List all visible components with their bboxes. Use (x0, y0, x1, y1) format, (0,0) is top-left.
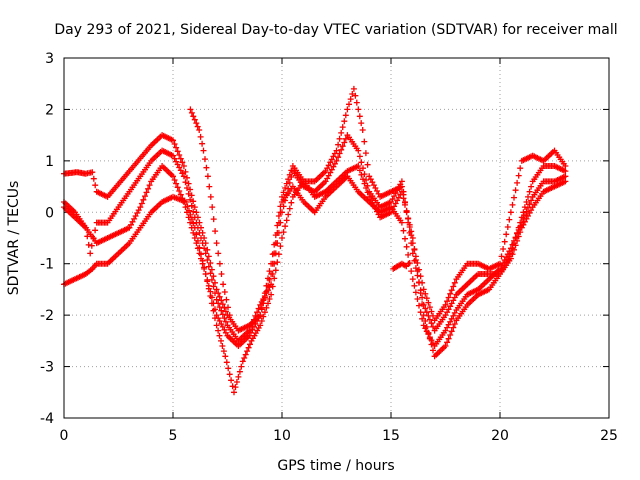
y-tick-label: 3 (45, 51, 54, 67)
y-tick-label: 1 (45, 154, 54, 170)
x-tick-label: 10 (273, 428, 291, 444)
grid (64, 58, 609, 418)
x-tick-label: 15 (382, 428, 400, 444)
chart-title: Day 293 of 2021, Sidereal Day-to-day VTE… (54, 22, 617, 38)
y-tick-label: -4 (40, 411, 54, 427)
data-point-markers (390, 260, 412, 272)
y-tick-label: -2 (40, 308, 54, 324)
x-tick-labels: 0 5 10 15 20 25 (60, 428, 618, 444)
data-point-markers (187, 106, 233, 319)
series-track-6 (390, 260, 412, 272)
y-tick-label: 0 (45, 205, 54, 221)
x-tick-label: 5 (169, 428, 178, 444)
y-tick-label: -1 (40, 257, 54, 273)
x-axis-label: GPS time / hours (277, 458, 394, 474)
x-tick-label: 20 (491, 428, 509, 444)
y-tick-label: 2 (45, 102, 54, 118)
data-points (61, 85, 569, 396)
y-tick-label: -3 (40, 360, 54, 376)
series-track-5 (187, 106, 233, 319)
tick-marks (63, 57, 610, 419)
x-tick-label: 0 (60, 428, 69, 444)
y-axis-label: SDTVAR / TECUs (6, 181, 22, 296)
x-tick-label: 25 (600, 428, 618, 444)
plot-frame (63, 57, 610, 419)
y-tick-labels: -4 -3 -2 -1 0 1 2 3 (40, 51, 54, 427)
